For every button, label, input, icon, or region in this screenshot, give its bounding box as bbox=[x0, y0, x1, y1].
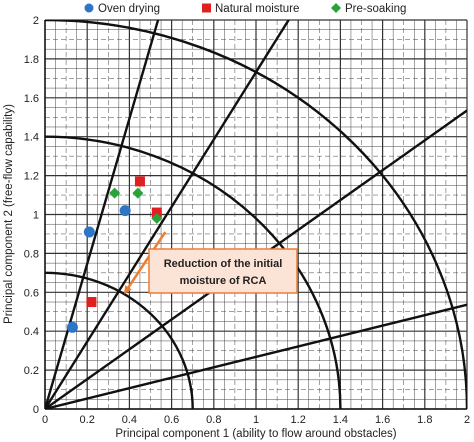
x-tick-label: 0.2 bbox=[80, 414, 95, 426]
y-tick-label: 0.4 bbox=[24, 326, 39, 338]
y-tick-label: 1 bbox=[33, 210, 39, 222]
x-tick-label: 1.2 bbox=[291, 414, 306, 426]
x-tick-label: 0.4 bbox=[122, 414, 137, 426]
y-tick-label: 2 bbox=[33, 15, 39, 27]
point-pre-soaking bbox=[132, 187, 144, 199]
y-tick-label: 0 bbox=[33, 404, 39, 416]
legend-marker-pre-soaking bbox=[331, 3, 341, 13]
legend-label-oven-drying: Oven drying bbox=[98, 3, 160, 15]
region-ray-3 bbox=[45, 20, 291, 409]
region-arc-2 bbox=[45, 135, 342, 409]
x-axis-title: Principal component 1 (ability to flow a… bbox=[115, 428, 396, 440]
region-overlay bbox=[45, 20, 467, 409]
region-ray-4 bbox=[45, 20, 160, 409]
x-tick-label: 0.8 bbox=[206, 414, 221, 426]
point-pre-soaking bbox=[151, 212, 163, 224]
tick-labels: 0 0.2 0.4 0.6 0.8 1 1.2 1.4 1.6 1.8 2 0 0.2 0.4 0.6 0.8… bbox=[24, 15, 470, 426]
legend: Oven drying Natural moisture Pre-soaking bbox=[84, 3, 406, 15]
point-natural-moisture bbox=[151, 207, 162, 218]
y-tick-label: 1.6 bbox=[24, 93, 39, 105]
x-tick-label: 0 bbox=[42, 414, 48, 426]
annotation-box bbox=[148, 248, 298, 294]
region-arc-1 bbox=[45, 271, 194, 409]
x-tick-label: 1.8 bbox=[417, 414, 432, 426]
x-tick-label: 2 bbox=[464, 414, 470, 426]
annotation-arrow bbox=[124, 231, 167, 294]
y-tick-label: 1.2 bbox=[24, 171, 39, 183]
x-tick-label: 0.6 bbox=[164, 414, 179, 426]
annotation-line-2: moisture of RCA bbox=[180, 275, 267, 287]
y-tick-label: 1.4 bbox=[24, 132, 39, 144]
y-tick-label: 1.8 bbox=[24, 54, 39, 66]
annotation-line-1: Reduction of the initial bbox=[164, 258, 283, 270]
y-axis-title: Principal component 2 (free-flow capabil… bbox=[3, 104, 15, 324]
x-tick-label: 1.4 bbox=[333, 414, 348, 426]
point-pre-soaking bbox=[109, 187, 121, 199]
x-tick-label: 1.6 bbox=[375, 414, 390, 426]
legend-marker-natural-moisture bbox=[202, 3, 211, 13]
legend-marker-oven-drying bbox=[84, 3, 94, 13]
grid bbox=[44, 19, 468, 410]
y-tick-label: 0.6 bbox=[24, 287, 39, 299]
legend-label-pre-soaking: Pre-soaking bbox=[345, 3, 406, 15]
x-tick-label: 1 bbox=[253, 414, 259, 426]
annotation: Reduction of the initial moisture of RCA bbox=[124, 231, 298, 294]
y-tick-label: 0.8 bbox=[24, 248, 39, 260]
point-oven-drying bbox=[66, 321, 78, 333]
point-oven-drying bbox=[83, 226, 95, 238]
data-points bbox=[66, 176, 163, 333]
axes bbox=[44, 20, 467, 410]
point-natural-moisture bbox=[86, 297, 97, 308]
region-arc-3 bbox=[45, 20, 467, 409]
legend-label-natural-moisture: Natural moisture bbox=[215, 3, 299, 15]
region-ray-2 bbox=[45, 109, 467, 409]
y-tick-label: 0.2 bbox=[24, 365, 39, 377]
point-oven-drying bbox=[119, 205, 131, 217]
region-ray-1 bbox=[45, 303, 467, 409]
point-natural-moisture bbox=[134, 176, 145, 187]
